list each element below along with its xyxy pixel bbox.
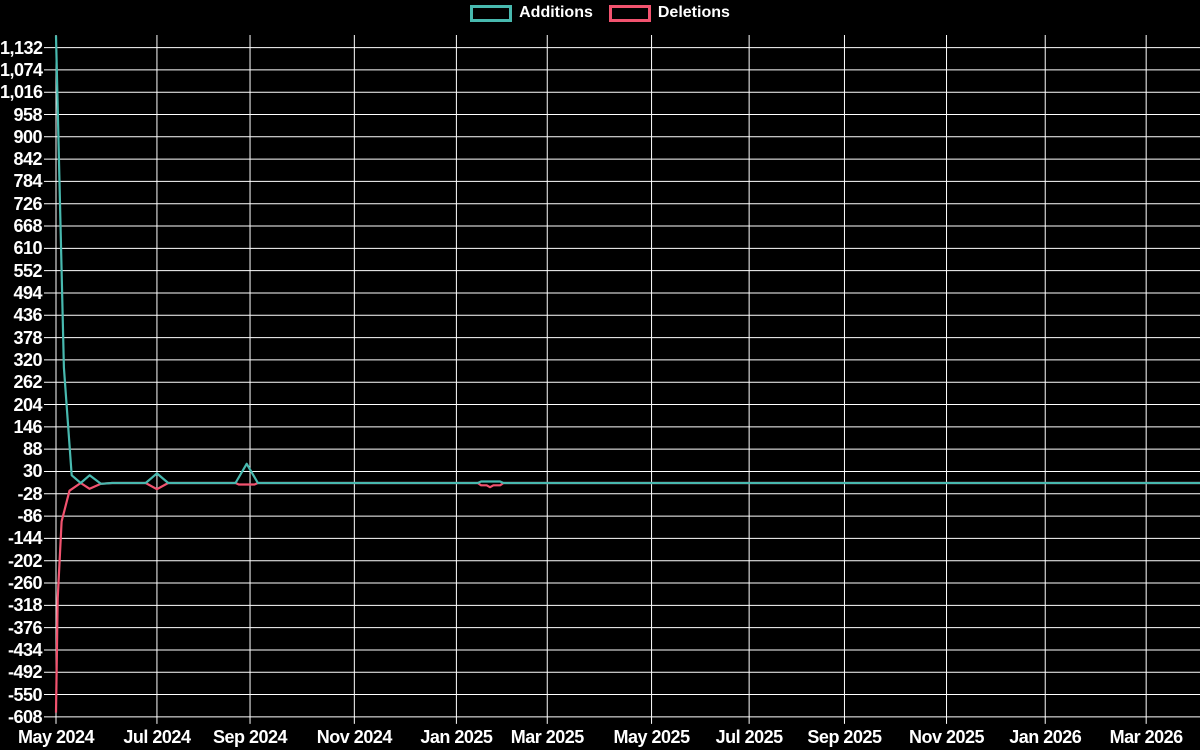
y-tick-label: 262 (13, 372, 42, 393)
legend-label-deletions: Deletions (657, 4, 730, 21)
y-tick-label: 204 (13, 394, 42, 415)
x-tick-label: Jan 2025 (420, 727, 493, 747)
y-tick-label: 552 (13, 260, 42, 281)
y-tick-label: -28 (17, 483, 42, 504)
y-tick-label: -608 (7, 706, 43, 727)
x-tick-label: Jan 2026 (1009, 727, 1082, 747)
y-tick-label: 610 (13, 238, 42, 259)
y-tick-label: 668 (13, 216, 42, 237)
y-tick-label: 900 (13, 126, 42, 147)
deletions-line (54, 481, 1200, 713)
additions-line (54, 35, 1200, 485)
x-tick-label: Nov 2025 (908, 727, 985, 747)
x-tick-label: Jul 2024 (123, 727, 191, 747)
y-tick-label: -86 (17, 506, 42, 527)
y-tick-label: 726 (13, 193, 42, 214)
legend-label-additions: Additions (519, 4, 593, 21)
y-tick-label: 494 (13, 282, 42, 303)
x-tick-label: Nov 2024 (316, 727, 393, 747)
y-tick-label: 1,016 (0, 82, 43, 103)
x-tick-label: Mar 2025 (510, 727, 585, 747)
x-tick-label: May 2024 (17, 727, 95, 747)
y-tick-label: 842 (13, 149, 42, 170)
y-tick-label: 784 (13, 171, 42, 192)
x-tick-label: Jul 2025 (715, 727, 784, 747)
legend-item-deletions[interactable]: Deletions (608, 4, 730, 22)
y-tick-label: 320 (13, 349, 42, 370)
y-tick-label: -434 (7, 639, 43, 660)
y-tick-label: -202 (7, 550, 43, 571)
y-tick-label: 1,074 (0, 59, 43, 80)
x-tick-label: Sep 2024 (213, 727, 288, 747)
y-tick-label: -144 (7, 528, 43, 549)
y-tick-label: -550 (7, 684, 43, 705)
y-tick-label: 1,132 (0, 37, 43, 58)
y-tick-label: 146 (13, 416, 42, 437)
y-tick-label: 436 (13, 305, 42, 326)
deletions-swatch-icon (608, 4, 651, 22)
x-tick-label: Mar 2026 (1109, 727, 1184, 747)
additions-swatch-icon (470, 4, 513, 22)
y-tick-label: -318 (7, 595, 43, 616)
y-tick-label: -492 (7, 662, 43, 683)
y-tick-label: 958 (13, 104, 42, 125)
x-tick-label: May 2025 (613, 727, 691, 747)
legend: Additions Deletions (0, 4, 1200, 22)
y-tick-label: 30 (22, 461, 43, 482)
x-tick-label: Sep 2025 (807, 727, 882, 747)
y-tick-label: 88 (22, 439, 43, 460)
y-tick-label: -260 (7, 573, 43, 593)
legend-item-additions[interactable]: Additions (470, 4, 593, 22)
y-tick-label: 378 (13, 327, 42, 348)
y-tick-label: -376 (7, 617, 43, 638)
